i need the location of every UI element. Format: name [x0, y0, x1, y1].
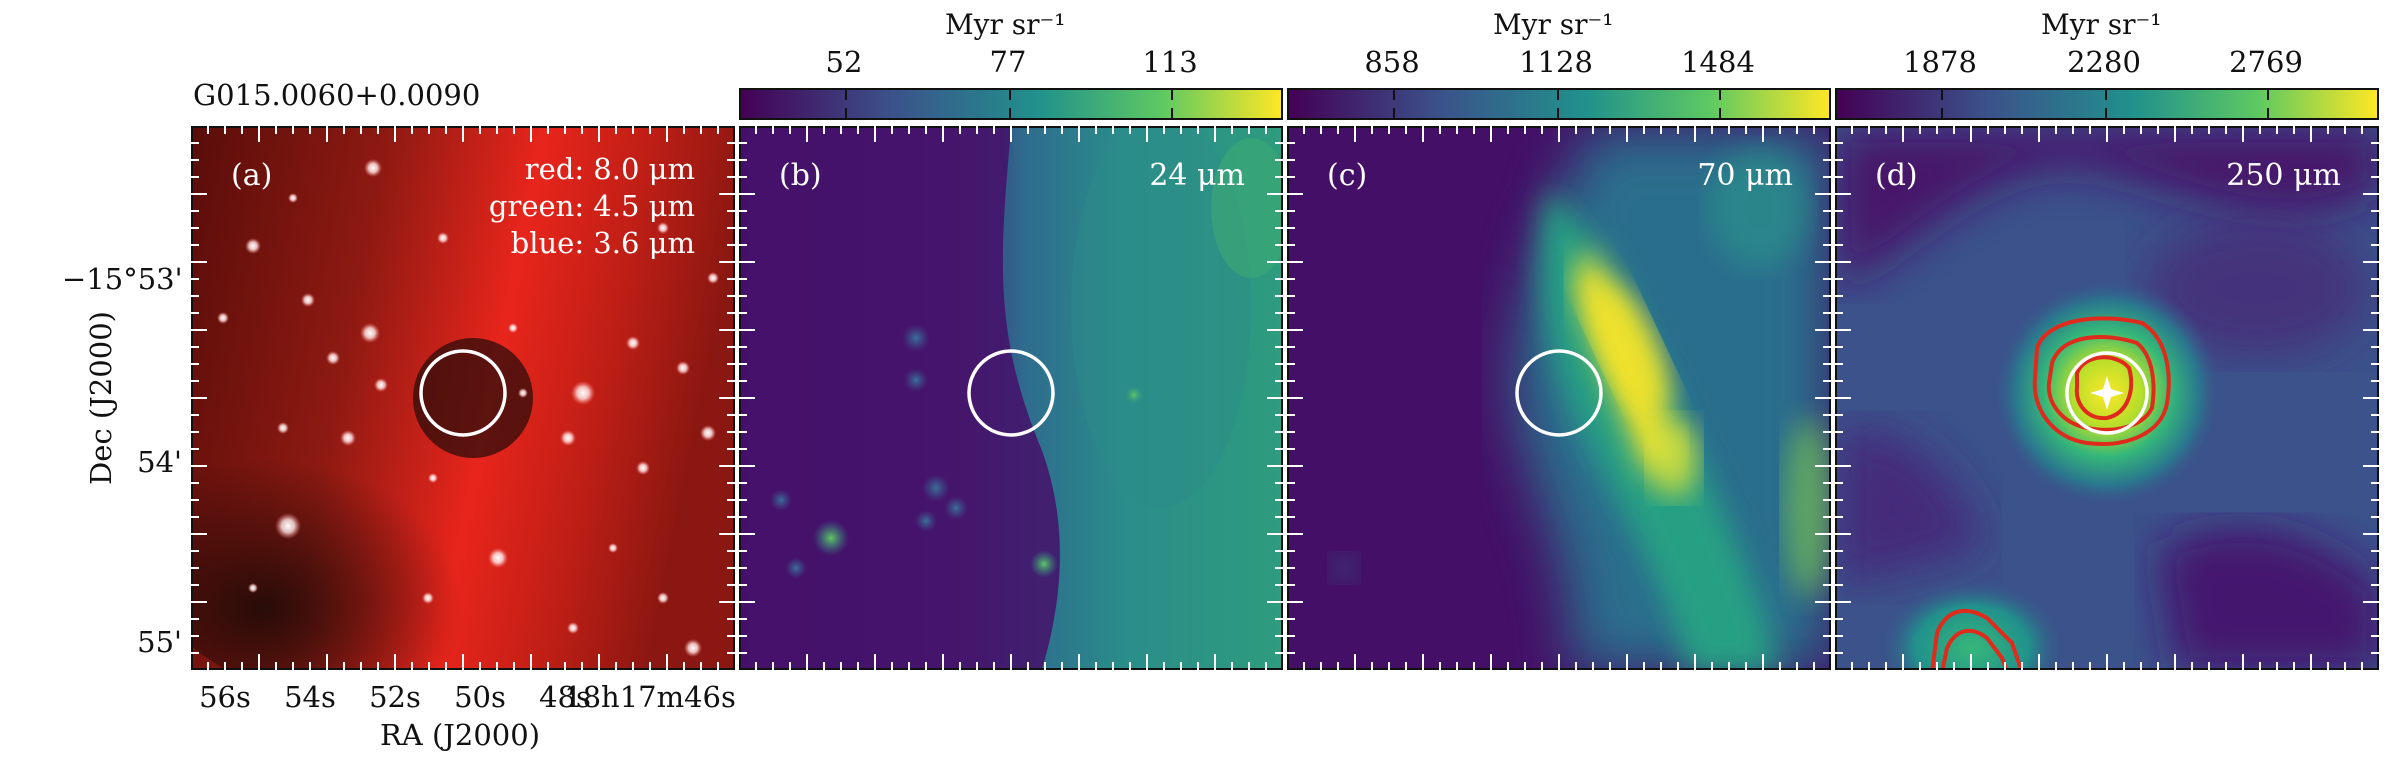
rgb-composite-image: [193, 128, 733, 668]
x-tick-label: 54s: [284, 680, 336, 714]
colorbar-unit-label: Myr sr⁻¹: [945, 8, 1066, 41]
colorbar-b: [739, 88, 1283, 120]
figure-source-name: G015.0060+0.0090: [193, 78, 481, 112]
colorbar-c: [1287, 88, 1831, 120]
colorbar-unit-label: Myr sr⁻¹: [1493, 8, 1614, 41]
panel-a-rgb-image: (a) red: 8.0 μm green: 4.5 μm blue: 3.6 …: [191, 126, 735, 670]
panel-label: (d): [1875, 158, 1918, 193]
24um-intensity-map: [741, 128, 1281, 668]
panel-band-label: 250 μm: [2226, 158, 2341, 193]
70um-intensity-map: [1289, 128, 1829, 668]
x-tick-label: 52s: [369, 680, 421, 714]
panel-band-label: 70 μm: [1697, 158, 1793, 193]
panel-label: (b): [779, 158, 822, 193]
x-tick-label: 56s: [199, 680, 251, 714]
x-axis-label: RA (J2000): [379, 718, 541, 752]
star-field: [217, 159, 719, 657]
panel-label: (c): [1327, 158, 1368, 193]
colorbar-tick: 1128: [1519, 45, 1593, 79]
panel-c-70um-image: (c) 70 μm: [1287, 126, 1831, 670]
colorbar-unit-label: Myr sr⁻¹: [2041, 8, 2162, 41]
rgb-legend-green: green: 4.5 μm: [488, 189, 695, 223]
panel-label: (a): [231, 158, 273, 193]
rgb-legend-blue: blue: 3.6 μm: [510, 226, 695, 260]
colorbar-tick: 858: [1364, 45, 1420, 79]
x-tick-label: 48s: [539, 680, 591, 714]
star-marker-icon: [2090, 376, 2124, 410]
colorbar-tick: 77: [989, 45, 1027, 79]
x-tick-label: 18h17m46s: [564, 680, 736, 714]
colorbar-tick: 2769: [2229, 45, 2303, 79]
source-aperture-circle: [2065, 351, 2149, 435]
y-tick-label: 54': [137, 445, 182, 479]
source-aperture-circle: [967, 349, 1055, 437]
colorbar-tick: 52: [825, 45, 863, 79]
colorbar-tick: 1878: [1903, 45, 1977, 79]
colorbar-tick: 1484: [1681, 45, 1755, 79]
source-aperture-circle: [1515, 349, 1603, 437]
panel-d-250um-image: (d) 250 μm: [1835, 126, 2379, 670]
colorbar-tick: 113: [1142, 45, 1198, 79]
panel-band-label: 24 μm: [1149, 158, 1245, 193]
colorbar-d: [1835, 88, 2379, 120]
y-tick-label: −15°53': [62, 262, 183, 296]
contours: [1930, 316, 2171, 668]
250um-intensity-map: [1837, 128, 2377, 668]
y-tick-label: 55': [137, 625, 182, 659]
x-tick-label: 50s: [454, 680, 506, 714]
source-aperture-circle: [419, 349, 507, 437]
rgb-legend-red: red: 8.0 μm: [524, 152, 695, 186]
colorbar-tick: 2280: [2067, 45, 2141, 79]
